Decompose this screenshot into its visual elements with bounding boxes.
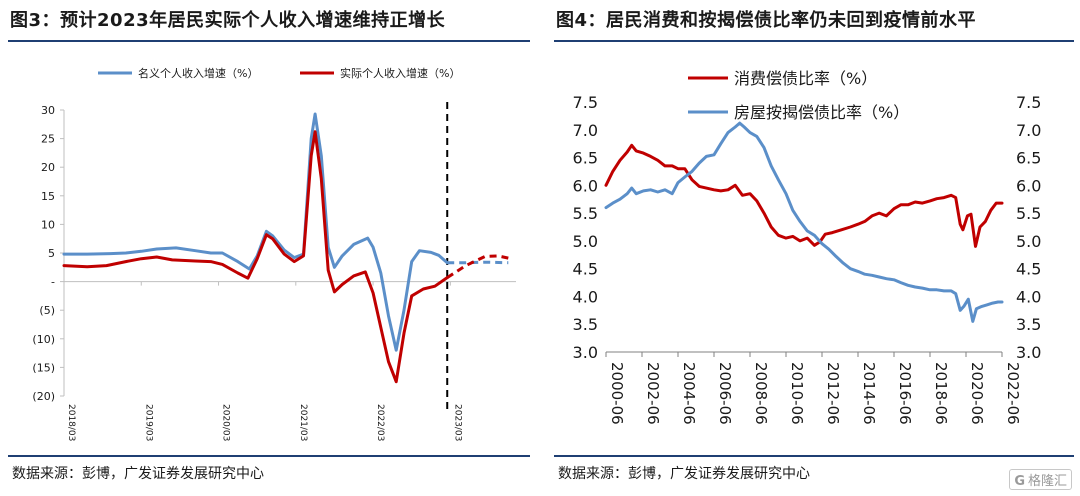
y-tick-label-left: 6.0 <box>573 176 598 195</box>
x-tick-label: 2018/03 <box>66 404 76 441</box>
y-tick-label-right: 7.5 <box>1016 93 1041 112</box>
watermark-logo: G 格隆汇 <box>1009 469 1072 490</box>
y-tick-label: (20) <box>32 390 55 403</box>
x-tick-label: 2004-06 <box>680 362 698 425</box>
series-line-1 <box>604 143 1004 248</box>
left-source-note: 数据来源：彭博，广发证券发展研究中心 <box>12 466 264 482</box>
y-tick-label: 30 <box>41 104 55 117</box>
x-tick-label: 2022-06 <box>1004 362 1022 425</box>
y-tick-label-left: 4.5 <box>573 260 598 279</box>
y-tick-label: 5 <box>48 247 55 260</box>
x-tick-label: 2008-06 <box>752 362 770 425</box>
y-tick-label-left: 7.5 <box>573 93 598 112</box>
x-tick-label: 2014-06 <box>860 362 878 425</box>
y-tick-label-right: 6.5 <box>1016 149 1041 168</box>
right-title-rule <box>554 40 1074 42</box>
y-tick-label-right: 3.0 <box>1016 343 1041 362</box>
y-tick-label-right: 5.0 <box>1016 232 1041 251</box>
x-tick-label: 2018-06 <box>932 362 950 425</box>
x-tick-label: 2022/03 <box>375 404 385 441</box>
legend-label: 消费偿债比率（%） <box>734 69 877 88</box>
left-chart-svg: 30 25 20 15 10 5 - (5) (10) (15) (20) 2018/03 2019/0… <box>32 66 516 441</box>
y-tick-label-left: 3.5 <box>573 315 598 334</box>
x-tick-label: 2019/03 <box>143 404 153 441</box>
x-tick-label: 2021/03 <box>298 404 308 441</box>
right-source-note: 数据来源：彭博，广发证券发展研究中心 <box>558 466 810 482</box>
x-tick-label: 2000-06 <box>608 362 626 425</box>
y-tick-label-right: 6.0 <box>1016 176 1041 195</box>
y-tick-label-left: 3.0 <box>573 343 598 362</box>
right-chart-svg: 3.0 3.0 3.5 3.5 4.0 4.0 4.5 4.5 5.0 5.0 5.5 5.5 6.0 6… <box>573 69 1042 425</box>
y-tick-label: 25 <box>41 133 55 146</box>
y-tick-label: 10 <box>41 218 55 231</box>
left-chart-title: 图3：预计2023年居民实际个人收入增速维持正增长 <box>10 10 446 31</box>
forecast-line-1 <box>447 260 509 265</box>
legend-label: 实际个人收入增速（%） <box>340 66 460 80</box>
legend-label: 名义个人收入增速（%） <box>138 66 258 80</box>
x-tick-label: 2016-06 <box>896 362 914 425</box>
x-tick-label: 2002-06 <box>644 362 662 425</box>
x-tick-label: 2012-06 <box>824 362 842 425</box>
x-tick-label: 2010-06 <box>788 362 806 425</box>
y-tick-label: 20 <box>41 161 55 174</box>
y-tick-label: (10) <box>32 333 55 346</box>
right-chart-title: 图4：居民消费和按揭偿债比率仍未回到疫情前水平 <box>556 10 977 31</box>
right-source-rule <box>554 455 1074 457</box>
series-line-2 <box>62 130 449 384</box>
left-chart-panel: 图3：预计2023年居民实际个人收入增速维持正增长 30 25 20 15 10 5 - (5… <box>0 0 536 496</box>
x-tick-label: 2020/03 <box>221 404 231 441</box>
y-tick-label-right: 4.0 <box>1016 287 1041 306</box>
y-tick-label-right: 3.5 <box>1016 315 1041 334</box>
legend-label: 房屋按揭偿债比率（%） <box>734 103 909 122</box>
y-tick-label: - <box>51 276 55 289</box>
y-tick-label-left: 5.5 <box>573 204 598 223</box>
watermark-mark: G <box>1014 474 1025 489</box>
series-line-1 <box>62 112 449 352</box>
y-tick-label-right: 4.5 <box>1016 260 1041 279</box>
x-tick-label: 2020-06 <box>968 362 986 425</box>
y-tick-label-right: 5.5 <box>1016 204 1041 223</box>
left-source-rule <box>8 455 530 457</box>
y-tick-label-left: 7.0 <box>573 121 598 140</box>
y-tick-label-left: 5.0 <box>573 232 598 251</box>
y-tick-label: (5) <box>39 304 55 317</box>
watermark-text: 格隆汇 <box>1027 474 1067 489</box>
x-tick-label: 2006-06 <box>716 362 734 425</box>
y-tick-label: (15) <box>32 361 55 374</box>
y-tick-label: 15 <box>41 190 55 203</box>
forecast-line-2 <box>446 254 509 279</box>
series-line-2 <box>604 121 1004 323</box>
x-tick-label: 2023/03 <box>452 404 462 441</box>
y-tick-label-left: 6.5 <box>573 149 598 168</box>
left-title-rule <box>8 40 530 42</box>
y-tick-label-right: 7.0 <box>1016 121 1041 140</box>
y-tick-label-left: 4.0 <box>573 287 598 306</box>
right-chart-panel: 图4：居民消费和按揭偿债比率仍未回到疫情前水平 3.0 3.0 3.5 3.5 4.0 4… <box>546 0 1080 496</box>
